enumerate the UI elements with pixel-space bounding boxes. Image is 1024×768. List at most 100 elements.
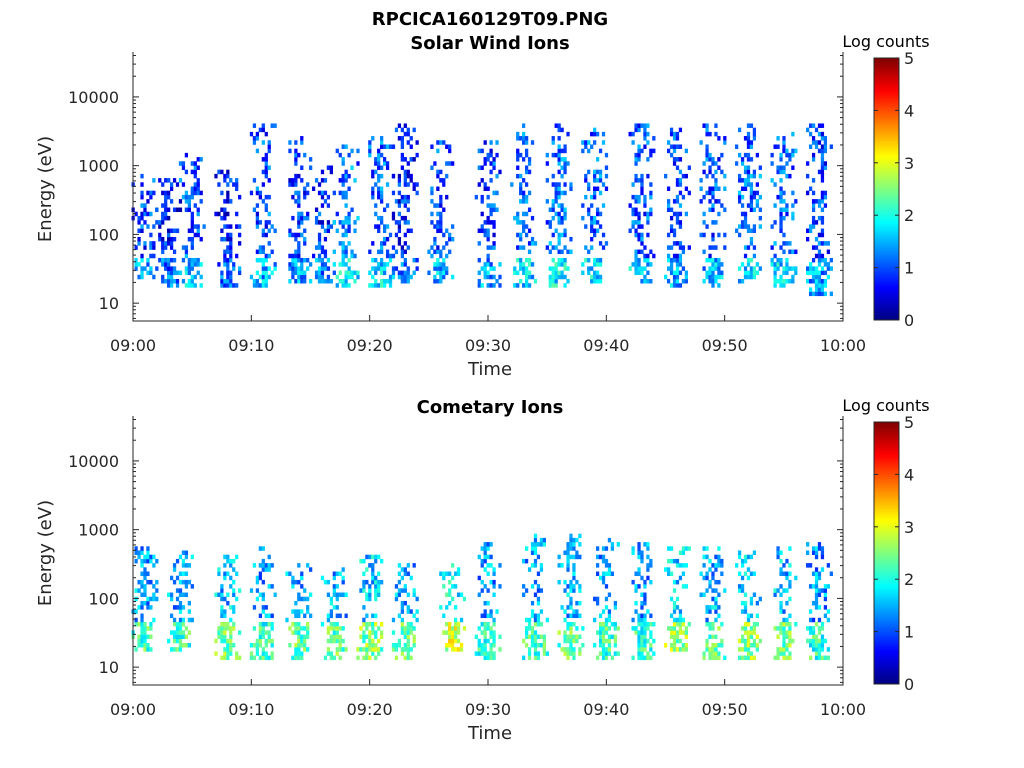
spectrogram-cell bbox=[581, 203, 585, 208]
spectrogram-cell bbox=[258, 546, 262, 551]
spectrogram-cell bbox=[554, 283, 558, 288]
spectrogram-cell bbox=[436, 224, 440, 229]
colorbar-segment bbox=[874, 119, 899, 122]
spectrogram-cell bbox=[743, 245, 748, 250]
spectrogram-cell bbox=[140, 173, 144, 179]
spectrogram-cell bbox=[814, 579, 819, 585]
spectrogram-cell bbox=[516, 220, 520, 225]
spectrogram-cell bbox=[146, 571, 150, 577]
spectrogram-cell bbox=[637, 617, 641, 623]
spectrogram-cell bbox=[406, 173, 410, 179]
spectrogram-cell bbox=[492, 274, 496, 280]
spectrogram-cell bbox=[664, 642, 668, 648]
spectrogram-cell bbox=[551, 182, 555, 187]
spectrogram-cell bbox=[406, 207, 410, 213]
spectrogram-cell bbox=[406, 228, 410, 234]
spectrogram-cell bbox=[569, 236, 573, 242]
spectrogram-cell bbox=[297, 609, 301, 614]
spectrogram-cell bbox=[149, 634, 153, 640]
spectrogram-cell bbox=[140, 605, 144, 610]
spectrogram-cell bbox=[297, 647, 301, 652]
spectrogram-cell bbox=[270, 626, 274, 631]
spectrogram-cell bbox=[169, 613, 174, 619]
spectrogram-cell bbox=[637, 215, 641, 221]
spectrogram-cell bbox=[702, 220, 706, 225]
spectrogram-cell bbox=[288, 182, 292, 187]
cometary-title: Cometary Ions bbox=[417, 397, 564, 418]
spectrogram-cell bbox=[637, 613, 641, 619]
spectrogram-cell bbox=[223, 630, 227, 635]
spectrogram-cell bbox=[291, 257, 295, 263]
spectrogram-cell bbox=[643, 626, 647, 631]
solar-wind-panel: Solar Wind Ions 09:00 09:10 09:20 09:30 09:4… bbox=[35, 32, 930, 380]
colorbar-segment bbox=[874, 622, 899, 626]
spectrogram-cell bbox=[261, 278, 265, 284]
spectrogram-cell bbox=[678, 550, 683, 555]
spectrogram-cell bbox=[143, 220, 147, 225]
spectrogram-cell bbox=[746, 203, 751, 208]
spectrogram-cell bbox=[400, 152, 404, 158]
spectrogram-cell bbox=[143, 621, 147, 627]
spectrogram-cell bbox=[380, 634, 384, 640]
colorbar-segment bbox=[874, 304, 899, 308]
spectrogram-cell bbox=[820, 199, 825, 204]
spectrogram-cell bbox=[814, 634, 819, 640]
spectrogram-cell bbox=[743, 605, 748, 610]
spectrogram-cell bbox=[291, 266, 295, 271]
spectrogram-cell bbox=[601, 558, 606, 564]
colorbar-segment bbox=[874, 633, 899, 637]
spectrogram-cell bbox=[637, 266, 641, 271]
spectrogram-cell bbox=[202, 224, 206, 229]
spectrogram-cell bbox=[317, 241, 322, 246]
spectrogram-cell bbox=[572, 563, 576, 568]
colorbar-segment bbox=[874, 106, 899, 109]
spectrogram-cell bbox=[314, 245, 319, 250]
spectrogram-cell bbox=[542, 638, 546, 644]
spectrogram-cell bbox=[522, 283, 526, 288]
spectrogram-cell bbox=[717, 655, 721, 661]
spectrogram-cell bbox=[146, 642, 150, 648]
spectrogram-cell bbox=[436, 203, 440, 208]
spectrogram-cell bbox=[196, 228, 200, 234]
spectrogram-cell bbox=[779, 609, 783, 614]
spectrogram-cell bbox=[220, 605, 224, 610]
spectrogram-cell bbox=[808, 626, 813, 631]
spectrogram-cell bbox=[584, 140, 588, 145]
spectrogram-cell bbox=[232, 567, 236, 572]
spectrogram-cell bbox=[320, 257, 325, 263]
colorbar-segment bbox=[874, 657, 899, 661]
spectrogram-cell bbox=[711, 563, 715, 568]
spectrogram-cell bbox=[714, 169, 718, 175]
spectrogram-cell bbox=[291, 630, 295, 635]
spectrogram-cell bbox=[489, 609, 493, 614]
spectrogram-cell bbox=[400, 647, 404, 652]
spectrogram-cell bbox=[675, 605, 680, 610]
spectrogram-cell bbox=[161, 190, 165, 196]
spectrogram-cell bbox=[400, 144, 404, 149]
spectrogram-cell bbox=[524, 588, 529, 593]
spectrogram-cell bbox=[152, 178, 156, 183]
spectrogram-cell bbox=[297, 621, 301, 627]
spectrogram-cell bbox=[164, 266, 168, 271]
spectrogram-cell bbox=[232, 605, 236, 610]
spectrogram-cell bbox=[817, 249, 822, 255]
spectrogram-cell bbox=[669, 613, 674, 619]
spectrogram-cell bbox=[598, 638, 603, 644]
spectrogram-cell bbox=[714, 266, 718, 271]
spectrogram-cell bbox=[442, 575, 446, 581]
spectrogram-cell bbox=[235, 211, 239, 217]
spectrogram-cell bbox=[590, 245, 594, 250]
spectrogram-cell bbox=[675, 253, 680, 259]
spectrogram-cell bbox=[255, 257, 260, 263]
spectrogram-cell bbox=[811, 203, 816, 208]
spectrogram-cell bbox=[672, 605, 677, 610]
spectrogram-cell bbox=[746, 178, 751, 183]
spectrogram-cell bbox=[323, 262, 328, 267]
spectrogram-cell bbox=[374, 558, 378, 564]
spectrogram-cell bbox=[572, 651, 576, 656]
spectrogram-cell bbox=[714, 123, 718, 128]
spectrogram-cell bbox=[527, 161, 532, 166]
spectrogram-cell bbox=[714, 647, 718, 652]
spectrogram-cell bbox=[678, 169, 683, 175]
spectrogram-cell bbox=[779, 169, 783, 175]
